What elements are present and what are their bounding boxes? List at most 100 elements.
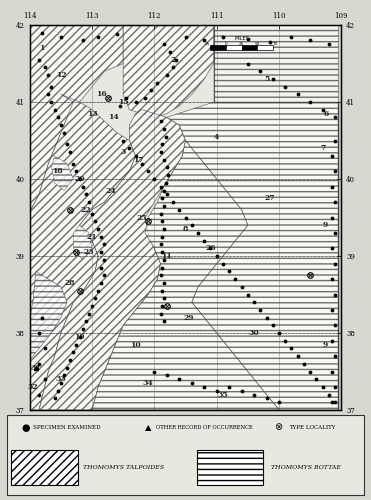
- Point: [67, 356, 73, 364]
- Point: [307, 98, 313, 106]
- Point: [320, 383, 326, 391]
- Point: [42, 344, 48, 352]
- Point: [329, 182, 335, 190]
- Point: [332, 398, 338, 406]
- Point: [36, 329, 42, 337]
- Point: [195, 229, 201, 237]
- Polygon shape: [52, 156, 73, 190]
- Point: [83, 318, 89, 326]
- Point: [332, 114, 338, 122]
- Point: [92, 294, 98, 302]
- Point: [189, 379, 195, 387]
- Text: 32: 32: [27, 383, 38, 391]
- Point: [257, 67, 263, 75]
- Text: THOMOMYS TALPOIDES: THOMOMYS TALPOIDES: [83, 465, 165, 470]
- Point: [307, 368, 313, 376]
- Point: [307, 36, 313, 44]
- Text: 1: 1: [39, 44, 45, 52]
- Point: [120, 136, 126, 144]
- Text: SPECIMEN EXAMINED: SPECIMEN EXAMINED: [33, 425, 101, 430]
- Polygon shape: [27, 25, 123, 218]
- Point: [158, 210, 164, 218]
- Point: [263, 394, 269, 402]
- Point: [98, 248, 104, 256]
- Point: [332, 229, 338, 237]
- Text: THOMOMYS BOTTAE: THOMOMYS BOTTAE: [271, 465, 341, 470]
- Point: [154, 78, 160, 87]
- Point: [42, 375, 48, 383]
- Point: [332, 322, 338, 330]
- Text: 31: 31: [30, 364, 41, 372]
- Point: [164, 372, 170, 380]
- Point: [289, 344, 295, 352]
- Point: [161, 202, 167, 210]
- Point: [86, 310, 92, 318]
- Text: 35: 35: [217, 390, 228, 398]
- Point: [114, 30, 120, 38]
- Text: 15: 15: [118, 98, 128, 106]
- Point: [158, 148, 164, 156]
- Text: 2: 2: [170, 56, 175, 64]
- Point: [36, 56, 42, 64]
- Point: [170, 64, 176, 72]
- Point: [176, 206, 182, 214]
- Point: [329, 152, 335, 160]
- Text: 34: 34: [143, 379, 154, 387]
- Point: [183, 214, 188, 222]
- Point: [64, 140, 70, 148]
- Point: [226, 383, 232, 391]
- Point: [326, 390, 332, 398]
- Point: [270, 75, 276, 83]
- Text: 8: 8: [183, 225, 188, 233]
- Point: [161, 294, 167, 302]
- Point: [161, 318, 167, 326]
- Point: [58, 32, 64, 40]
- Text: 3: 3: [121, 148, 126, 156]
- Point: [313, 375, 319, 383]
- Text: 50: 50: [255, 42, 260, 46]
- Text: 25: 25: [239, 42, 244, 46]
- Polygon shape: [27, 272, 67, 364]
- Text: 30: 30: [249, 329, 259, 337]
- Text: 21: 21: [87, 233, 97, 241]
- Text: 13: 13: [87, 110, 97, 118]
- Text: 11: 11: [161, 252, 172, 260]
- Text: ▲: ▲: [145, 423, 152, 432]
- Point: [148, 86, 154, 94]
- Point: [36, 390, 42, 398]
- Point: [102, 256, 108, 264]
- Point: [159, 302, 165, 310]
- Text: 5: 5: [264, 75, 269, 83]
- Text: 0: 0: [225, 42, 227, 46]
- Point: [167, 48, 173, 56]
- Point: [245, 290, 251, 298]
- Text: TYPE LOCALITY: TYPE LOCALITY: [289, 425, 336, 430]
- Point: [159, 286, 165, 294]
- Point: [165, 171, 171, 179]
- Point: [73, 168, 79, 175]
- Point: [301, 360, 307, 368]
- Polygon shape: [123, 25, 214, 118]
- Text: 28: 28: [65, 279, 75, 287]
- Text: 20: 20: [74, 175, 85, 183]
- Point: [329, 214, 335, 222]
- Point: [161, 256, 167, 264]
- Text: ⊗: ⊗: [274, 422, 282, 432]
- Point: [92, 218, 98, 226]
- Point: [117, 102, 123, 110]
- Point: [164, 71, 170, 79]
- Text: 24: 24: [105, 186, 116, 194]
- Point: [83, 190, 89, 198]
- Polygon shape: [27, 94, 136, 410]
- Point: [183, 32, 188, 40]
- Text: ●: ●: [22, 422, 30, 432]
- Point: [164, 164, 170, 172]
- Point: [170, 198, 176, 206]
- Point: [36, 360, 42, 368]
- Text: 6: 6: [323, 110, 328, 118]
- Point: [158, 117, 164, 125]
- Point: [95, 225, 101, 233]
- Polygon shape: [73, 225, 92, 260]
- Point: [329, 244, 335, 252]
- Text: 4: 4: [214, 132, 219, 140]
